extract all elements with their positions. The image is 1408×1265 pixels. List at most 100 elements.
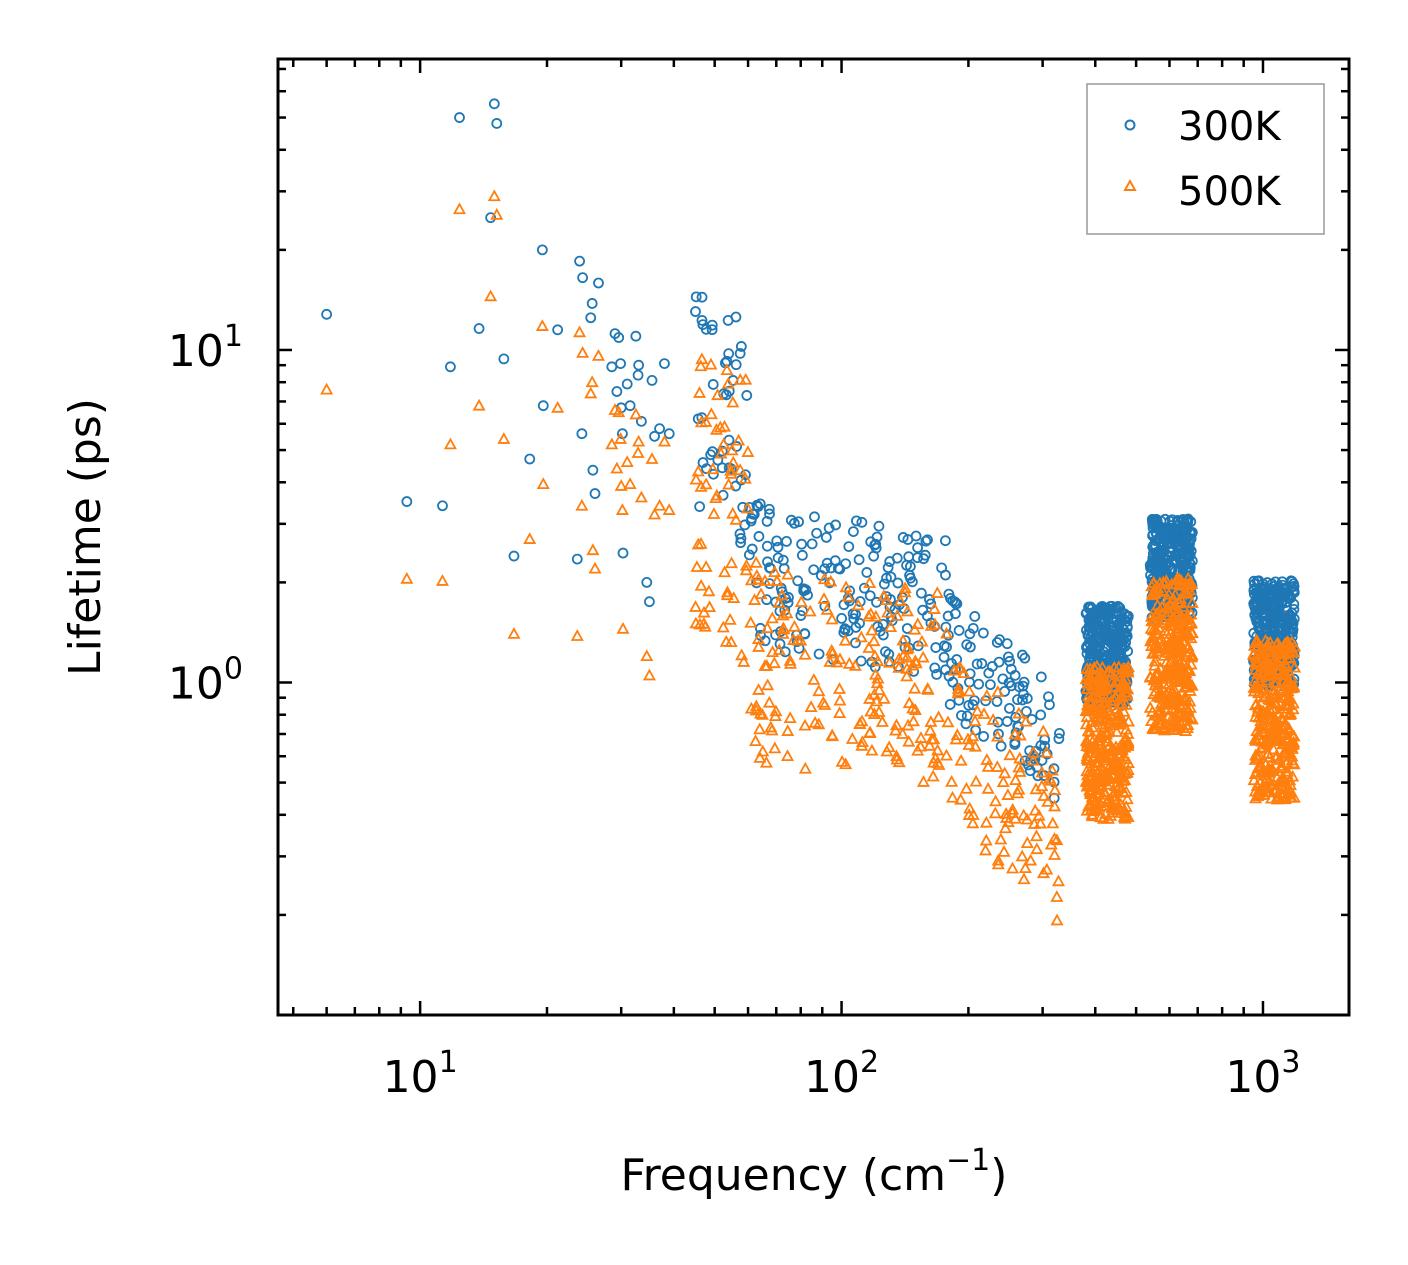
- point-500k: [694, 415, 708, 428]
- point-500k: [825, 612, 839, 625]
- point-500k: [950, 728, 964, 741]
- point-500k: [1145, 639, 1159, 651]
- point-300k: [1270, 576, 1281, 588]
- point-500k: [776, 608, 790, 621]
- point-500k: [718, 565, 732, 578]
- point-500k: [720, 585, 735, 598]
- point-500k: [783, 711, 797, 723]
- point-500k: [881, 605, 895, 618]
- point-300k: [1043, 691, 1054, 703]
- point-500k: [989, 794, 1003, 807]
- point-300k: [1092, 648, 1104, 660]
- point-300k: [1260, 623, 1272, 635]
- point-500k: [1092, 762, 1106, 775]
- point-300k: [1004, 702, 1015, 714]
- point-500k: [1081, 668, 1095, 681]
- point-500k: [798, 718, 812, 731]
- point-500k: [880, 744, 894, 757]
- point-500k: [1144, 610, 1159, 622]
- point-500k: [1109, 803, 1123, 816]
- point-500k: [1283, 790, 1297, 803]
- point-500k: [694, 480, 708, 492]
- point-500k: [716, 620, 730, 633]
- point-500k: [868, 649, 882, 662]
- point-300k: [984, 679, 996, 691]
- point-500k: [727, 591, 741, 603]
- point-500k: [820, 602, 834, 615]
- point-500k: [535, 319, 549, 331]
- point-500k: [1084, 798, 1098, 810]
- point-500k: [1174, 574, 1188, 586]
- point-300k: [1155, 530, 1167, 542]
- point-500k: [1281, 781, 1295, 794]
- point-300k: [1013, 721, 1024, 733]
- point-500k: [1149, 667, 1163, 679]
- point-300k: [1285, 575, 1297, 587]
- point-500k: [998, 821, 1013, 834]
- point-500k: [1264, 791, 1279, 804]
- point-500k: [1252, 674, 1266, 687]
- point-500k: [724, 466, 738, 479]
- point-300k: [942, 610, 954, 622]
- point-500k: [1099, 696, 1113, 709]
- point-300k: [1180, 559, 1191, 571]
- point-500k: [1026, 753, 1040, 766]
- point-500k: [689, 600, 703, 612]
- point-300k: [796, 549, 808, 561]
- point-500k: [1276, 647, 1290, 660]
- point-500k: [1115, 696, 1129, 709]
- point-500k: [1107, 660, 1121, 673]
- point-500k: [986, 713, 1000, 725]
- point-500k: [1036, 866, 1051, 879]
- point-500k: [706, 462, 720, 475]
- point-500k: [968, 739, 982, 752]
- x-tick-labels: 101 102 103: [383, 1045, 1301, 1103]
- point-500k: [1174, 639, 1188, 652]
- point-300k: [946, 658, 957, 669]
- point-500k: [1047, 832, 1061, 844]
- point-300k: [950, 598, 962, 610]
- point-500k: [1157, 648, 1171, 661]
- point-300k: [624, 400, 636, 412]
- point-300k: [798, 583, 810, 595]
- point-500k: [754, 587, 768, 600]
- point-500k: [1287, 680, 1301, 693]
- point-500k: [776, 626, 790, 639]
- point-500k: [808, 715, 822, 728]
- point-300k: [820, 531, 832, 543]
- point-500k: [1266, 777, 1280, 789]
- point-500k: [1157, 677, 1171, 689]
- point-500k: [978, 843, 993, 856]
- point-500k: [1272, 789, 1286, 802]
- point-500k: [928, 617, 942, 630]
- point-500k: [1257, 681, 1271, 694]
- legend-marker-300k: [1124, 119, 1136, 131]
- point-500k: [1151, 640, 1165, 652]
- point-300k: [823, 522, 835, 534]
- point-500k: [642, 668, 656, 681]
- point-500k: [1247, 773, 1261, 786]
- point-300k: [980, 695, 992, 707]
- point-500k: [1093, 796, 1107, 809]
- point-300k: [1249, 609, 1261, 621]
- point-500k: [648, 507, 662, 520]
- point-500k: [1184, 650, 1199, 663]
- point-300k: [723, 348, 735, 360]
- point-500k: [1013, 751, 1027, 764]
- point-500k: [623, 477, 637, 490]
- point-500k: [1092, 691, 1106, 703]
- point-500k: [1167, 602, 1181, 614]
- point-500k: [1247, 646, 1261, 659]
- point-500k: [900, 669, 914, 682]
- point-300k: [1182, 516, 1194, 528]
- point-500k: [698, 619, 712, 632]
- point-300k: [321, 308, 333, 320]
- point-300k: [1012, 694, 1023, 706]
- point-300k: [882, 562, 894, 574]
- point-300k: [663, 428, 675, 440]
- point-500k: [1269, 697, 1283, 709]
- point-500k: [940, 626, 954, 639]
- point-300k: [836, 613, 848, 624]
- point-500k: [756, 744, 770, 757]
- point-300k: [735, 537, 746, 549]
